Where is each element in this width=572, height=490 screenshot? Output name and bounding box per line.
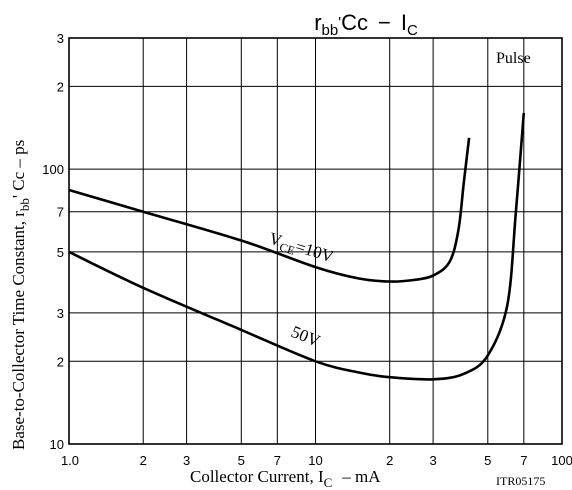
x-tick-label: 7 (274, 453, 281, 468)
series-layer (68, 112, 526, 381)
y-tick-labels: 10 2 3 5 7 100 2 3 (42, 31, 64, 452)
x-tick-label: 2 (140, 453, 147, 468)
y-tick-label: 10 (50, 437, 64, 452)
grid (69, 38, 562, 444)
x-tick-label: 5 (484, 453, 491, 468)
y-tick-label: 3 (57, 31, 64, 46)
y-tick-label: 100 (42, 162, 64, 177)
y-tick-label: 7 (57, 205, 64, 220)
y-tick-label: 2 (57, 79, 64, 94)
x-tick-labels: 1.0 2 3 5 7 10 2 3 5 7 100 (61, 453, 572, 468)
y-tick-label: 3 (57, 306, 64, 321)
x-tick-label: 2 (386, 453, 393, 468)
x-tick-label: 5 (238, 453, 245, 468)
x-tick-label: 10 (308, 453, 322, 468)
y-axis-label: Base-to-Collector Time Constant, rbb' Cc… (9, 140, 32, 450)
x-tick-label: 3 (183, 453, 190, 468)
x-tick-label: 7 (520, 453, 527, 468)
x-axis-label: Collector Current, IC – mA (190, 467, 381, 490)
x-tick-label: 100 (551, 453, 572, 468)
50v-label: 50V (289, 322, 324, 351)
series-line-0 (68, 137, 471, 283)
series-line-1 (68, 112, 526, 381)
x-tick-label: 1.0 (61, 453, 79, 468)
chart-title: rbb'Cc − IC (314, 10, 418, 39)
x-tick-label: 3 (429, 453, 436, 468)
y-tick-label: 2 (57, 354, 64, 369)
figure-code: ITR05175 (496, 474, 545, 488)
plot-frame (68, 37, 563, 445)
y-tick-label: 5 (57, 245, 64, 260)
pulse-label: Pulse (496, 50, 531, 67)
